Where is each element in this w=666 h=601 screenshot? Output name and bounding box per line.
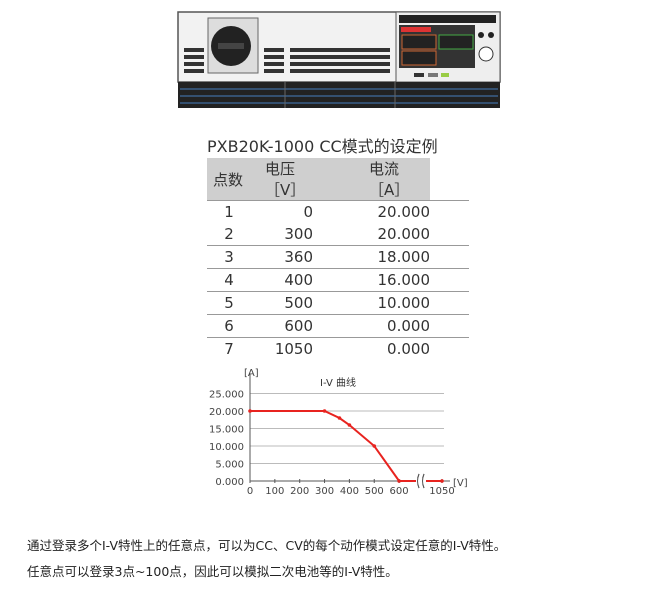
cell-current: 10.000 (313, 291, 430, 315)
header-voltage: 电压［V］ (251, 158, 313, 201)
x-tick-label: 300 (315, 486, 334, 497)
y-tick-label: 25.000 (209, 390, 244, 401)
cell-current: 0.000 (313, 337, 430, 360)
cell-current: 0.000 (313, 314, 430, 338)
power-supply-device-image (177, 11, 501, 108)
data-point (440, 479, 444, 483)
data-point (347, 423, 352, 427)
cell-pad (430, 314, 469, 338)
table-row: 7 1050 0.000 (207, 337, 469, 360)
cell-point: 6 (207, 314, 251, 338)
x-axis-label: [V] (453, 478, 468, 489)
data-point (372, 444, 377, 448)
y-tick-label: 5.000 (215, 460, 244, 471)
line-break-icon (417, 473, 425, 489)
paragraph-2: 任意点可以登录3点~100点，因此可以模拟二次电池等的I-V特性。 (27, 564, 398, 579)
x-tick-label: 1050 (429, 486, 454, 497)
x-tick-label: 500 (365, 486, 384, 497)
cell-pad (430, 200, 469, 223)
table-row: 6 600 0.000 (207, 314, 469, 338)
cell-voltage: 600 (251, 314, 313, 338)
cell-voltage: 400 (251, 268, 313, 292)
setting-example-table: 点数 电压［V］ 电流［A］ 1 0 20.000 2 300 20.000 3 360 18.… (207, 158, 469, 360)
cell-pad (430, 223, 469, 246)
table-row: 3 360 18.000 (207, 245, 469, 269)
x-tick-label: 0 (247, 486, 253, 497)
x-tick-label: 100 (265, 486, 284, 497)
x-tick-label: 600 (390, 486, 409, 497)
cell-voltage: 360 (251, 245, 313, 269)
cell-voltage: 500 (251, 291, 313, 315)
y-axis-label: [A] (244, 368, 259, 379)
cell-point: 2 (224, 225, 234, 243)
cell-voltage: 300 (284, 225, 313, 243)
iv-curve-chart: 0.000 5.000 10.000 15.000 20.000 25.000 0 100 20… (209, 368, 468, 497)
header-current: 电流［A］ (313, 158, 430, 201)
cell-pad (430, 268, 469, 292)
data-point (248, 409, 252, 413)
chart-title: I-V 曲线 (320, 376, 356, 389)
y-tick-label: 15.000 (209, 425, 244, 436)
cell-current: 20.000 (377, 225, 431, 243)
line-break-mask (416, 478, 426, 484)
cell-point: 4 (207, 268, 251, 292)
cell-pad (430, 337, 469, 360)
cell-pad (430, 245, 469, 269)
x-tick-label: 400 (340, 486, 359, 497)
data-point (337, 416, 342, 420)
x-tick-label: 200 (290, 486, 309, 497)
y-tick-label: 10.000 (209, 442, 244, 453)
cell-point: 3 (207, 245, 251, 269)
y-tick-label: 0.000 (215, 477, 244, 488)
table-caption: PXB20K-1000 CC模式的设定例 (207, 137, 438, 156)
table-row: 1 0 20.000 (207, 200, 469, 223)
table-row: 2 300 20.000 (207, 223, 469, 246)
cell-current: 16.000 (313, 268, 430, 292)
cell-pad (430, 291, 469, 315)
cell-point: 5 (207, 291, 251, 315)
y-tick-label: 20.000 (209, 407, 244, 418)
cell-voltage: 1050 (251, 337, 313, 360)
data-point (397, 479, 401, 483)
cell-current: 20.000 (313, 200, 430, 223)
cell-point: 1 (207, 200, 251, 223)
data-point (322, 409, 327, 413)
header-points: 点数 (207, 158, 251, 201)
table-header-row: 点数 电压［V］ 电流［A］ (207, 158, 469, 201)
table-row: 4 400 16.000 (207, 268, 469, 292)
cell-point: 7 (207, 337, 251, 360)
cell-current: 18.000 (313, 245, 430, 269)
table-row: 5 500 10.000 (207, 291, 469, 315)
paragraph-1: 通过登录多个I-V特性上的任意点，可以为CC、CV的每个动作模式设定任意的I-V… (27, 538, 507, 553)
cell-voltage: 0 (251, 200, 313, 223)
